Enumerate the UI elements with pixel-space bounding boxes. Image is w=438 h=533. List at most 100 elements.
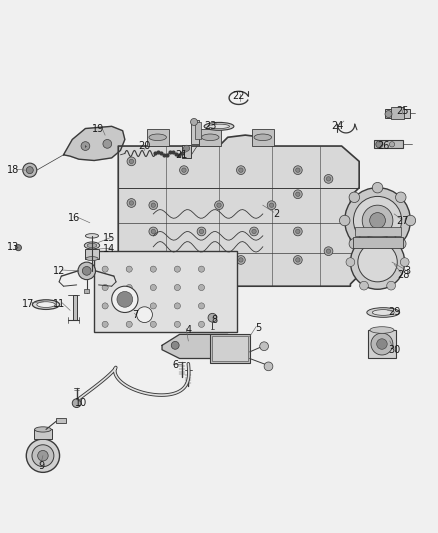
Ellipse shape	[370, 327, 394, 333]
Circle shape	[127, 199, 136, 207]
Circle shape	[198, 303, 205, 309]
Text: 22: 22	[233, 91, 245, 101]
Circle shape	[150, 266, 156, 272]
Circle shape	[252, 229, 256, 233]
Text: 25: 25	[397, 106, 409, 116]
Circle shape	[405, 215, 416, 226]
Circle shape	[293, 166, 302, 174]
Ellipse shape	[84, 242, 99, 249]
Circle shape	[102, 303, 108, 309]
Circle shape	[150, 321, 156, 327]
Text: 13: 13	[7, 242, 19, 252]
Bar	[374, 140, 403, 148]
Circle shape	[377, 339, 387, 349]
Text: 21: 21	[176, 150, 188, 160]
Ellipse shape	[85, 233, 99, 238]
Circle shape	[137, 307, 152, 322]
Text: 18: 18	[7, 165, 19, 175]
Circle shape	[396, 238, 406, 249]
Circle shape	[26, 439, 60, 472]
Text: 8: 8	[212, 315, 218, 325]
Circle shape	[82, 266, 91, 275]
Bar	[210, 334, 250, 363]
Circle shape	[349, 238, 360, 249]
Bar	[85, 249, 99, 259]
Circle shape	[371, 333, 393, 355]
Ellipse shape	[208, 124, 230, 128]
Circle shape	[370, 213, 385, 229]
Polygon shape	[118, 135, 359, 286]
Circle shape	[174, 303, 180, 309]
Bar	[252, 128, 274, 146]
Circle shape	[293, 190, 302, 199]
Ellipse shape	[87, 243, 97, 248]
Circle shape	[198, 285, 205, 290]
Text: 4: 4	[185, 325, 191, 335]
Text: 29: 29	[388, 308, 400, 318]
Text: 3: 3	[404, 266, 410, 276]
Text: 12: 12	[53, 266, 65, 276]
Circle shape	[72, 399, 81, 408]
Circle shape	[15, 245, 21, 251]
Ellipse shape	[32, 300, 60, 310]
Ellipse shape	[372, 310, 394, 316]
Circle shape	[81, 142, 90, 150]
Text: 10: 10	[75, 398, 87, 408]
Circle shape	[174, 321, 180, 327]
Circle shape	[180, 166, 188, 174]
Bar	[355, 227, 401, 236]
Circle shape	[296, 192, 300, 197]
Circle shape	[239, 168, 243, 172]
Circle shape	[219, 342, 227, 350]
Circle shape	[150, 285, 156, 290]
Bar	[199, 128, 221, 146]
Text: 16: 16	[68, 213, 81, 223]
Text: 5: 5	[255, 323, 261, 333]
Circle shape	[215, 201, 223, 209]
Bar	[191, 120, 199, 144]
Circle shape	[198, 266, 205, 272]
Circle shape	[151, 229, 155, 233]
Text: 7: 7	[133, 310, 139, 320]
Circle shape	[129, 201, 134, 205]
Circle shape	[296, 229, 300, 233]
Circle shape	[182, 258, 186, 262]
Ellipse shape	[367, 308, 399, 317]
Circle shape	[362, 205, 393, 236]
Circle shape	[127, 157, 136, 166]
Text: 27: 27	[397, 215, 409, 225]
Circle shape	[171, 342, 179, 349]
Circle shape	[174, 266, 180, 272]
Circle shape	[126, 321, 132, 327]
Circle shape	[184, 145, 190, 151]
Bar	[147, 128, 169, 146]
Circle shape	[126, 285, 132, 290]
Circle shape	[267, 201, 276, 209]
Circle shape	[349, 192, 360, 203]
Circle shape	[117, 292, 133, 307]
Bar	[391, 107, 404, 119]
Circle shape	[150, 303, 156, 309]
Circle shape	[396, 192, 406, 203]
Circle shape	[126, 303, 132, 309]
Circle shape	[400, 258, 409, 266]
Text: 26: 26	[377, 141, 389, 151]
Circle shape	[197, 227, 206, 236]
Text: 28: 28	[397, 270, 409, 280]
Circle shape	[149, 201, 158, 209]
Circle shape	[250, 227, 258, 236]
Circle shape	[129, 159, 134, 164]
Circle shape	[345, 188, 410, 253]
Circle shape	[372, 248, 383, 259]
Text: 24: 24	[331, 122, 343, 131]
Circle shape	[149, 227, 158, 236]
Circle shape	[237, 166, 245, 174]
Text: 19: 19	[92, 124, 105, 134]
Bar	[182, 145, 191, 158]
Circle shape	[296, 258, 300, 262]
Circle shape	[324, 174, 333, 183]
Circle shape	[199, 229, 204, 233]
Bar	[385, 109, 410, 118]
Circle shape	[38, 450, 48, 461]
Text: 30: 30	[388, 345, 400, 355]
